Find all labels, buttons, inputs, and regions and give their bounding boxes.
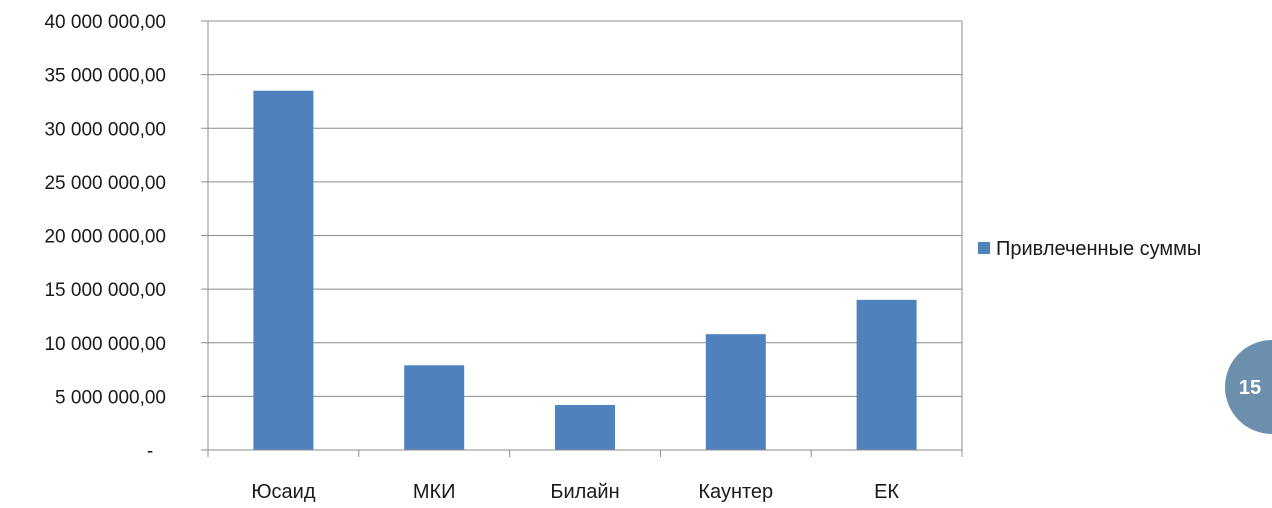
legend-label: Привлеченные суммы xyxy=(996,238,1201,260)
y-tick-label: 40 000 000,00 xyxy=(44,12,166,33)
y-tick-label: 10 000 000,00 xyxy=(44,334,166,355)
y-tick-label: 30 000 000,00 xyxy=(44,119,166,140)
bar-4 xyxy=(705,334,766,450)
x-axis-category-labels: Юсаид МКИ Билайн Каунтер ЕК xyxy=(251,481,899,503)
x-category-label: Каунтер xyxy=(698,481,773,503)
page-number-circle xyxy=(1225,340,1272,434)
x-category-label: Билайн xyxy=(550,481,619,503)
legend-swatch xyxy=(978,242,990,254)
bar-1 xyxy=(253,90,314,451)
legend: Привлеченные суммы xyxy=(978,238,1201,260)
y-axis-tick-labels: - 5 000 000,00 10 000 000,00 15 000 000,00 2… xyxy=(44,12,166,462)
y-tick-label: 25 000 000,00 xyxy=(44,173,166,194)
x-category-label: МКИ xyxy=(413,481,456,503)
gridlines xyxy=(201,20,962,451)
bar-3 xyxy=(555,404,615,450)
bars xyxy=(253,90,917,451)
bar-2 xyxy=(404,365,465,450)
axes xyxy=(207,21,963,457)
x-category-label: Юсаид xyxy=(251,481,316,503)
y-tick-label: - xyxy=(147,441,153,462)
y-tick-label: 5 000 000,00 xyxy=(55,387,166,408)
bar-5 xyxy=(856,299,917,450)
y-tick-label: 15 000 000,00 xyxy=(44,280,166,301)
page-number-badge: 15 xyxy=(1225,340,1272,434)
y-tick-label: 35 000 000,00 xyxy=(44,66,166,87)
page-number: 15 xyxy=(1239,377,1261,399)
y-tick-label: 20 000 000,00 xyxy=(44,227,166,248)
x-category-label: ЕК xyxy=(874,481,899,503)
